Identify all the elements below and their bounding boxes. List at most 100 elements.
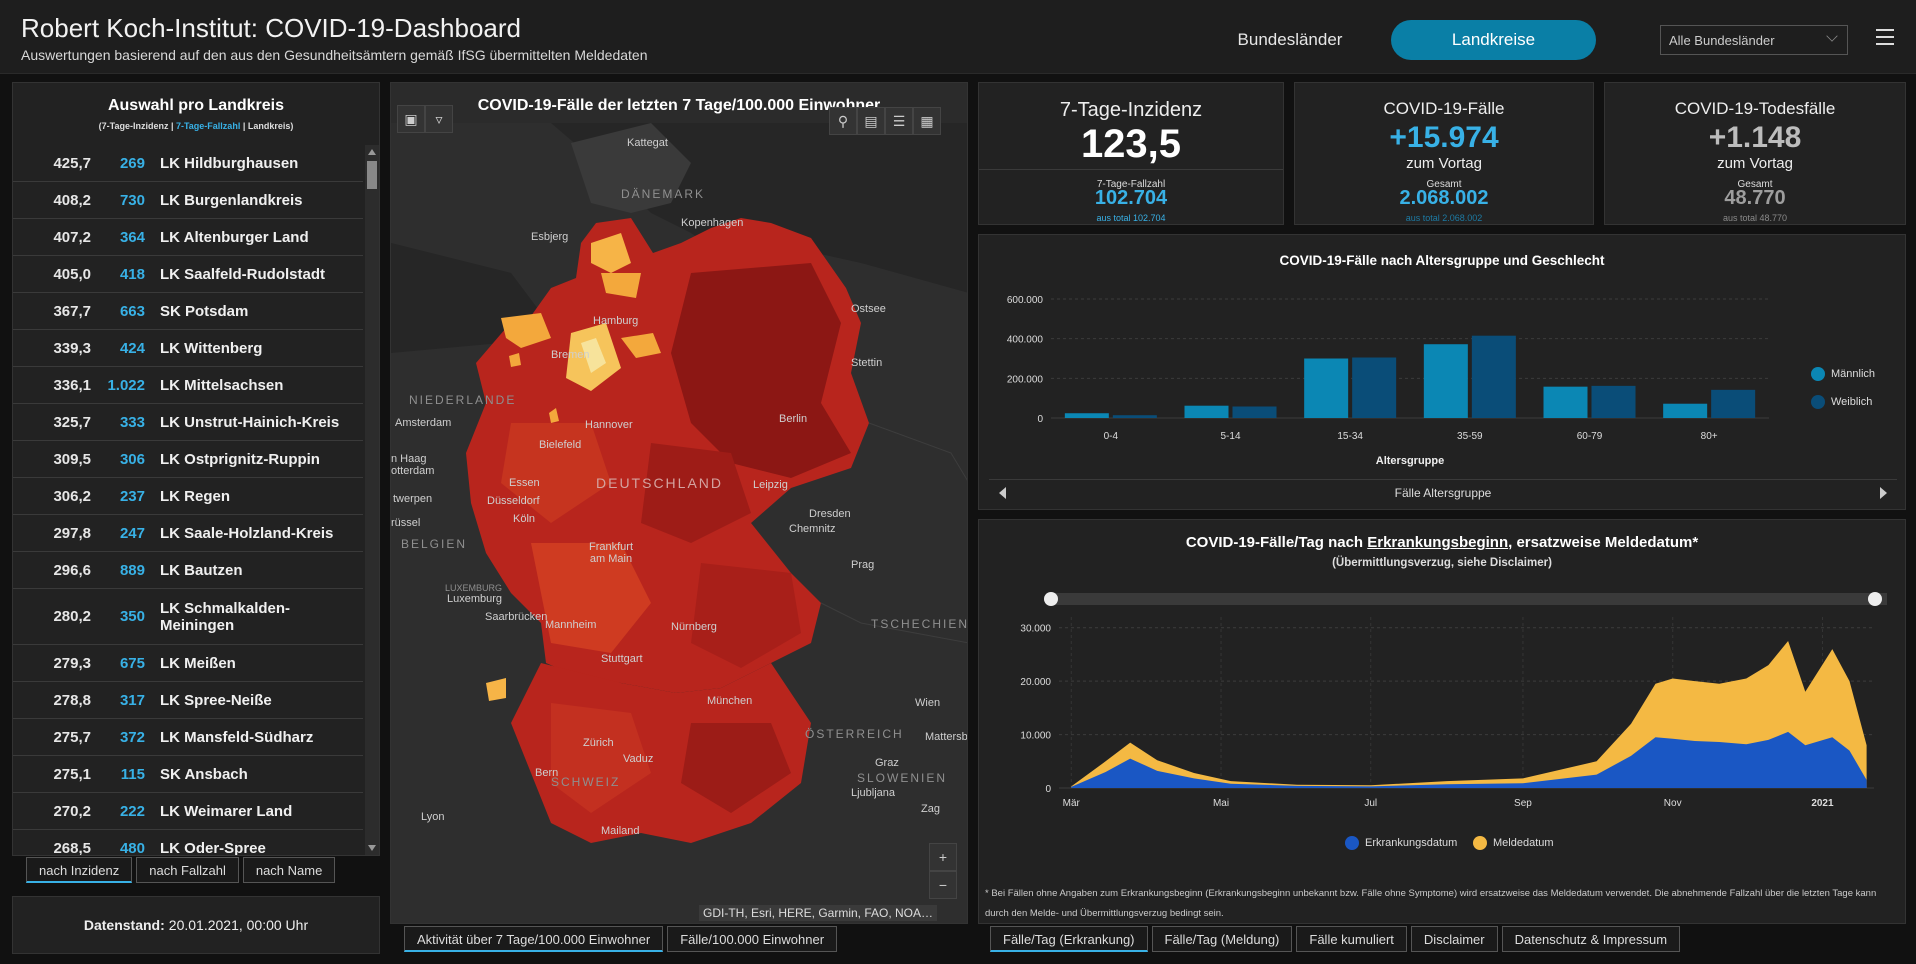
chart-tab[interactable]: Disclaimer — [1410, 926, 1498, 952]
map-place-label: Chemnitz — [789, 523, 836, 535]
bundesland-select[interactable]: Alle Bundesländer — [1660, 25, 1848, 55]
tab-aktivitaet-7-tage[interactable]: Aktivität über 7 Tage/100.000 Einwohner — [404, 926, 664, 952]
list-item[interactable]: 306,2 237 LK Regen — [13, 478, 363, 515]
list-item-inzidenz: 325,7 — [53, 413, 91, 431]
bookmark-icon[interactable]: ▤ — [857, 107, 885, 135]
nav-bundeslaender-button[interactable]: Bundesländer — [1237, 30, 1343, 49]
dropdown-tool-icon[interactable]: ▿ — [425, 105, 453, 133]
list-item[interactable]: 275,1 115 SK Ansbach — [13, 756, 363, 793]
bar-weiblich-60-79[interactable] — [1591, 385, 1636, 418]
select-tool-icon[interactable]: ▣ — [397, 105, 425, 133]
tab-faelle-100000[interactable]: Fälle/100.000 Einwohner — [667, 926, 838, 952]
map-place-label: Berlin — [779, 413, 808, 425]
list-item[interactable]: 278,8 317 LK Spree-Neiße — [13, 682, 363, 719]
list-item-inzidenz: 279,3 — [53, 654, 91, 672]
zoom-out-icon[interactable]: − — [929, 871, 957, 899]
scroll-up-icon[interactable] — [368, 149, 376, 155]
list-item[interactable]: 405,0 418 LK Saalfeld-Rudolstadt — [13, 256, 363, 293]
list-item[interactable]: 325,7 333 LK Unstrut-Hainich-Kreis — [13, 404, 363, 441]
chart-tab[interactable]: Fälle kumuliert — [1296, 926, 1407, 952]
bar-weiblich-0-4[interactable] — [1112, 415, 1157, 418]
chart1-nav-label: Fälle Altersgruppe — [1394, 486, 1492, 500]
basemap-gallery-icon[interactable]: ▦ — [913, 107, 941, 135]
kpi-faelle-total: aus total 2.068.002 — [1405, 213, 1483, 223]
kpi-faelle-value: +15.974 — [1389, 121, 1499, 154]
chart-tab[interactable]: Fälle/Tag (Erkrankung) — [990, 926, 1148, 952]
list-item[interactable]: 297,8 247 LK Saale-Holzland-Kreis — [13, 515, 363, 552]
chart2-title: COVID-19-Fälle/Tag nach Erkrankungsbegin… — [1185, 534, 1699, 551]
list-scrollbar[interactable] — [365, 145, 379, 855]
bar-männlich-0-4[interactable] — [1064, 413, 1109, 418]
zoom-in-icon[interactable]: + — [929, 843, 957, 871]
scroll-thumb[interactable] — [367, 161, 377, 189]
search-icon[interactable]: ⚲ — [829, 107, 857, 135]
list-item-fallzahl: 372 — [119, 728, 145, 746]
area-erkrankungsdatum[interactable] — [1071, 731, 1867, 788]
previous-chart-icon[interactable] — [999, 487, 1006, 499]
list-item[interactable]: 408,2 730 LK Burgenlandkreis — [13, 182, 363, 219]
list-item[interactable]: 296,6 889 LK Bautzen — [13, 552, 363, 589]
list-item[interactable]: 367,7 663 SK Potsdam — [13, 293, 363, 330]
map-place-label: Düsseldorf — [487, 495, 540, 507]
list-item-fallzahl: 364 — [119, 228, 145, 246]
list-item-fallzahl: 306 — [119, 450, 145, 468]
tab-nach-name[interactable]: nach Name — [242, 857, 336, 883]
chart2-footnote: * Bei Fällen ohne Angaben zum Erkrankung… — [985, 888, 1877, 919]
map-place-label: Prag — [851, 559, 875, 571]
list-item-inzidenz: 296,6 — [53, 561, 91, 579]
list-item-fallzahl: 480 — [119, 839, 145, 856]
range-handle-start[interactable] — [1044, 592, 1058, 606]
bar-weiblich-80+[interactable] — [1711, 389, 1756, 418]
legend-weiblich[interactable]: Weiblich — [1811, 395, 1872, 409]
legend-meldedatum-swatch — [1473, 836, 1487, 850]
bar-weiblich-35-59[interactable] — [1471, 335, 1516, 418]
bar-männlich-35-59[interactable] — [1423, 344, 1468, 418]
list-item-landkreis: LK Regen — [160, 487, 231, 505]
bar-männlich-60-79[interactable] — [1543, 386, 1588, 418]
list-item[interactable]: 407,2 364 LK Altenburger Land — [13, 219, 363, 256]
list-item-landkreis: LK Saale-Holzland-Kreis — [160, 524, 334, 542]
scroll-down-icon[interactable] — [368, 845, 376, 851]
bar-weiblich-5-14[interactable] — [1232, 406, 1277, 418]
list-item[interactable]: 336,1 1.022 LK Mittelsachsen — [13, 367, 363, 404]
list-icon[interactable]: ☰ — [885, 107, 913, 135]
tab-nach-fallzahl[interactable]: nach Fallzahl — [136, 857, 239, 883]
nav-landkreise-button[interactable]: Landkreise — [1391, 20, 1596, 60]
chart-tab[interactable]: Datenschutz & Impressum — [1501, 926, 1681, 952]
list-item[interactable]: 339,3 424 LK Wittenberg — [13, 330, 363, 367]
germany-map[interactable] — [391, 123, 968, 924]
list-item[interactable]: 309,5 306 LK Ostprignitz-Ruppin — [13, 441, 363, 478]
tab-nach-inzidenz[interactable]: nach Inzidenz — [26, 857, 133, 883]
list-item-fallzahl: 333 — [119, 413, 145, 431]
bar-männlich-80+[interactable] — [1663, 403, 1708, 418]
list-item-fallzahl: 115 — [120, 765, 145, 783]
chart-tab[interactable]: Fälle/Tag (Meldung) — [1151, 926, 1293, 952]
erkrankungsbeginn-area-chart[interactable]: 0 10.000 20.000 30.000 Mär Mai Jul Sep Nov 2021 — [979, 520, 1907, 860]
map-place-label: Köln — [513, 513, 536, 525]
next-chart-icon[interactable] — [1880, 487, 1887, 499]
list-item-fallzahl: 1.022 — [107, 376, 145, 394]
range-slider[interactable] — [1051, 593, 1887, 605]
bar-männlich-15-34[interactable] — [1304, 358, 1349, 419]
map-country-label: BELGIEN — [401, 537, 468, 551]
list-item-fallzahl: 663 — [119, 302, 145, 320]
bar-männlich-5-14[interactable] — [1184, 405, 1229, 418]
range-handle-end[interactable] — [1868, 592, 1882, 606]
list-item[interactable]: 280,2 350 LK Schmalkalden-Meiningen — [13, 589, 363, 645]
list-item[interactable]: 279,3 675 LK Meißen — [13, 645, 363, 682]
list-item[interactable]: 425,7 269 LK Hildburghausen — [13, 145, 363, 182]
list-item[interactable]: 268,5 480 LK Oder-Spree — [13, 830, 363, 856]
legend-meldedatum[interactable]: Meldedatum — [1473, 836, 1554, 850]
legend-maennlich[interactable]: Männlich — [1811, 367, 1875, 381]
legend-erkrankungsdatum[interactable]: Erkrankungsdatum — [1345, 836, 1457, 850]
list-item-fallzahl: 269 — [119, 154, 145, 172]
kpi-todesfaelle-total: aus total 48.770 — [1722, 213, 1788, 223]
list-item-inzidenz: 280,2 — [53, 608, 91, 625]
list-item-landkreis: LK Weimarer Land — [160, 802, 293, 820]
hamburger-menu-icon[interactable] — [1876, 29, 1894, 45]
list-item[interactable]: 275,7 372 LK Mansfeld-Südharz — [13, 719, 363, 756]
altersgruppe-bar-chart[interactable]: 0 200.000 400.000 600.000 0-4 5-14 15-34 35-59 6… — [979, 235, 1907, 511]
list-item[interactable]: 270,2 222 LK Weimarer Land — [13, 793, 363, 830]
bar-weiblich-15-34[interactable] — [1352, 357, 1397, 418]
map-place-label: Nürnberg — [671, 621, 717, 633]
